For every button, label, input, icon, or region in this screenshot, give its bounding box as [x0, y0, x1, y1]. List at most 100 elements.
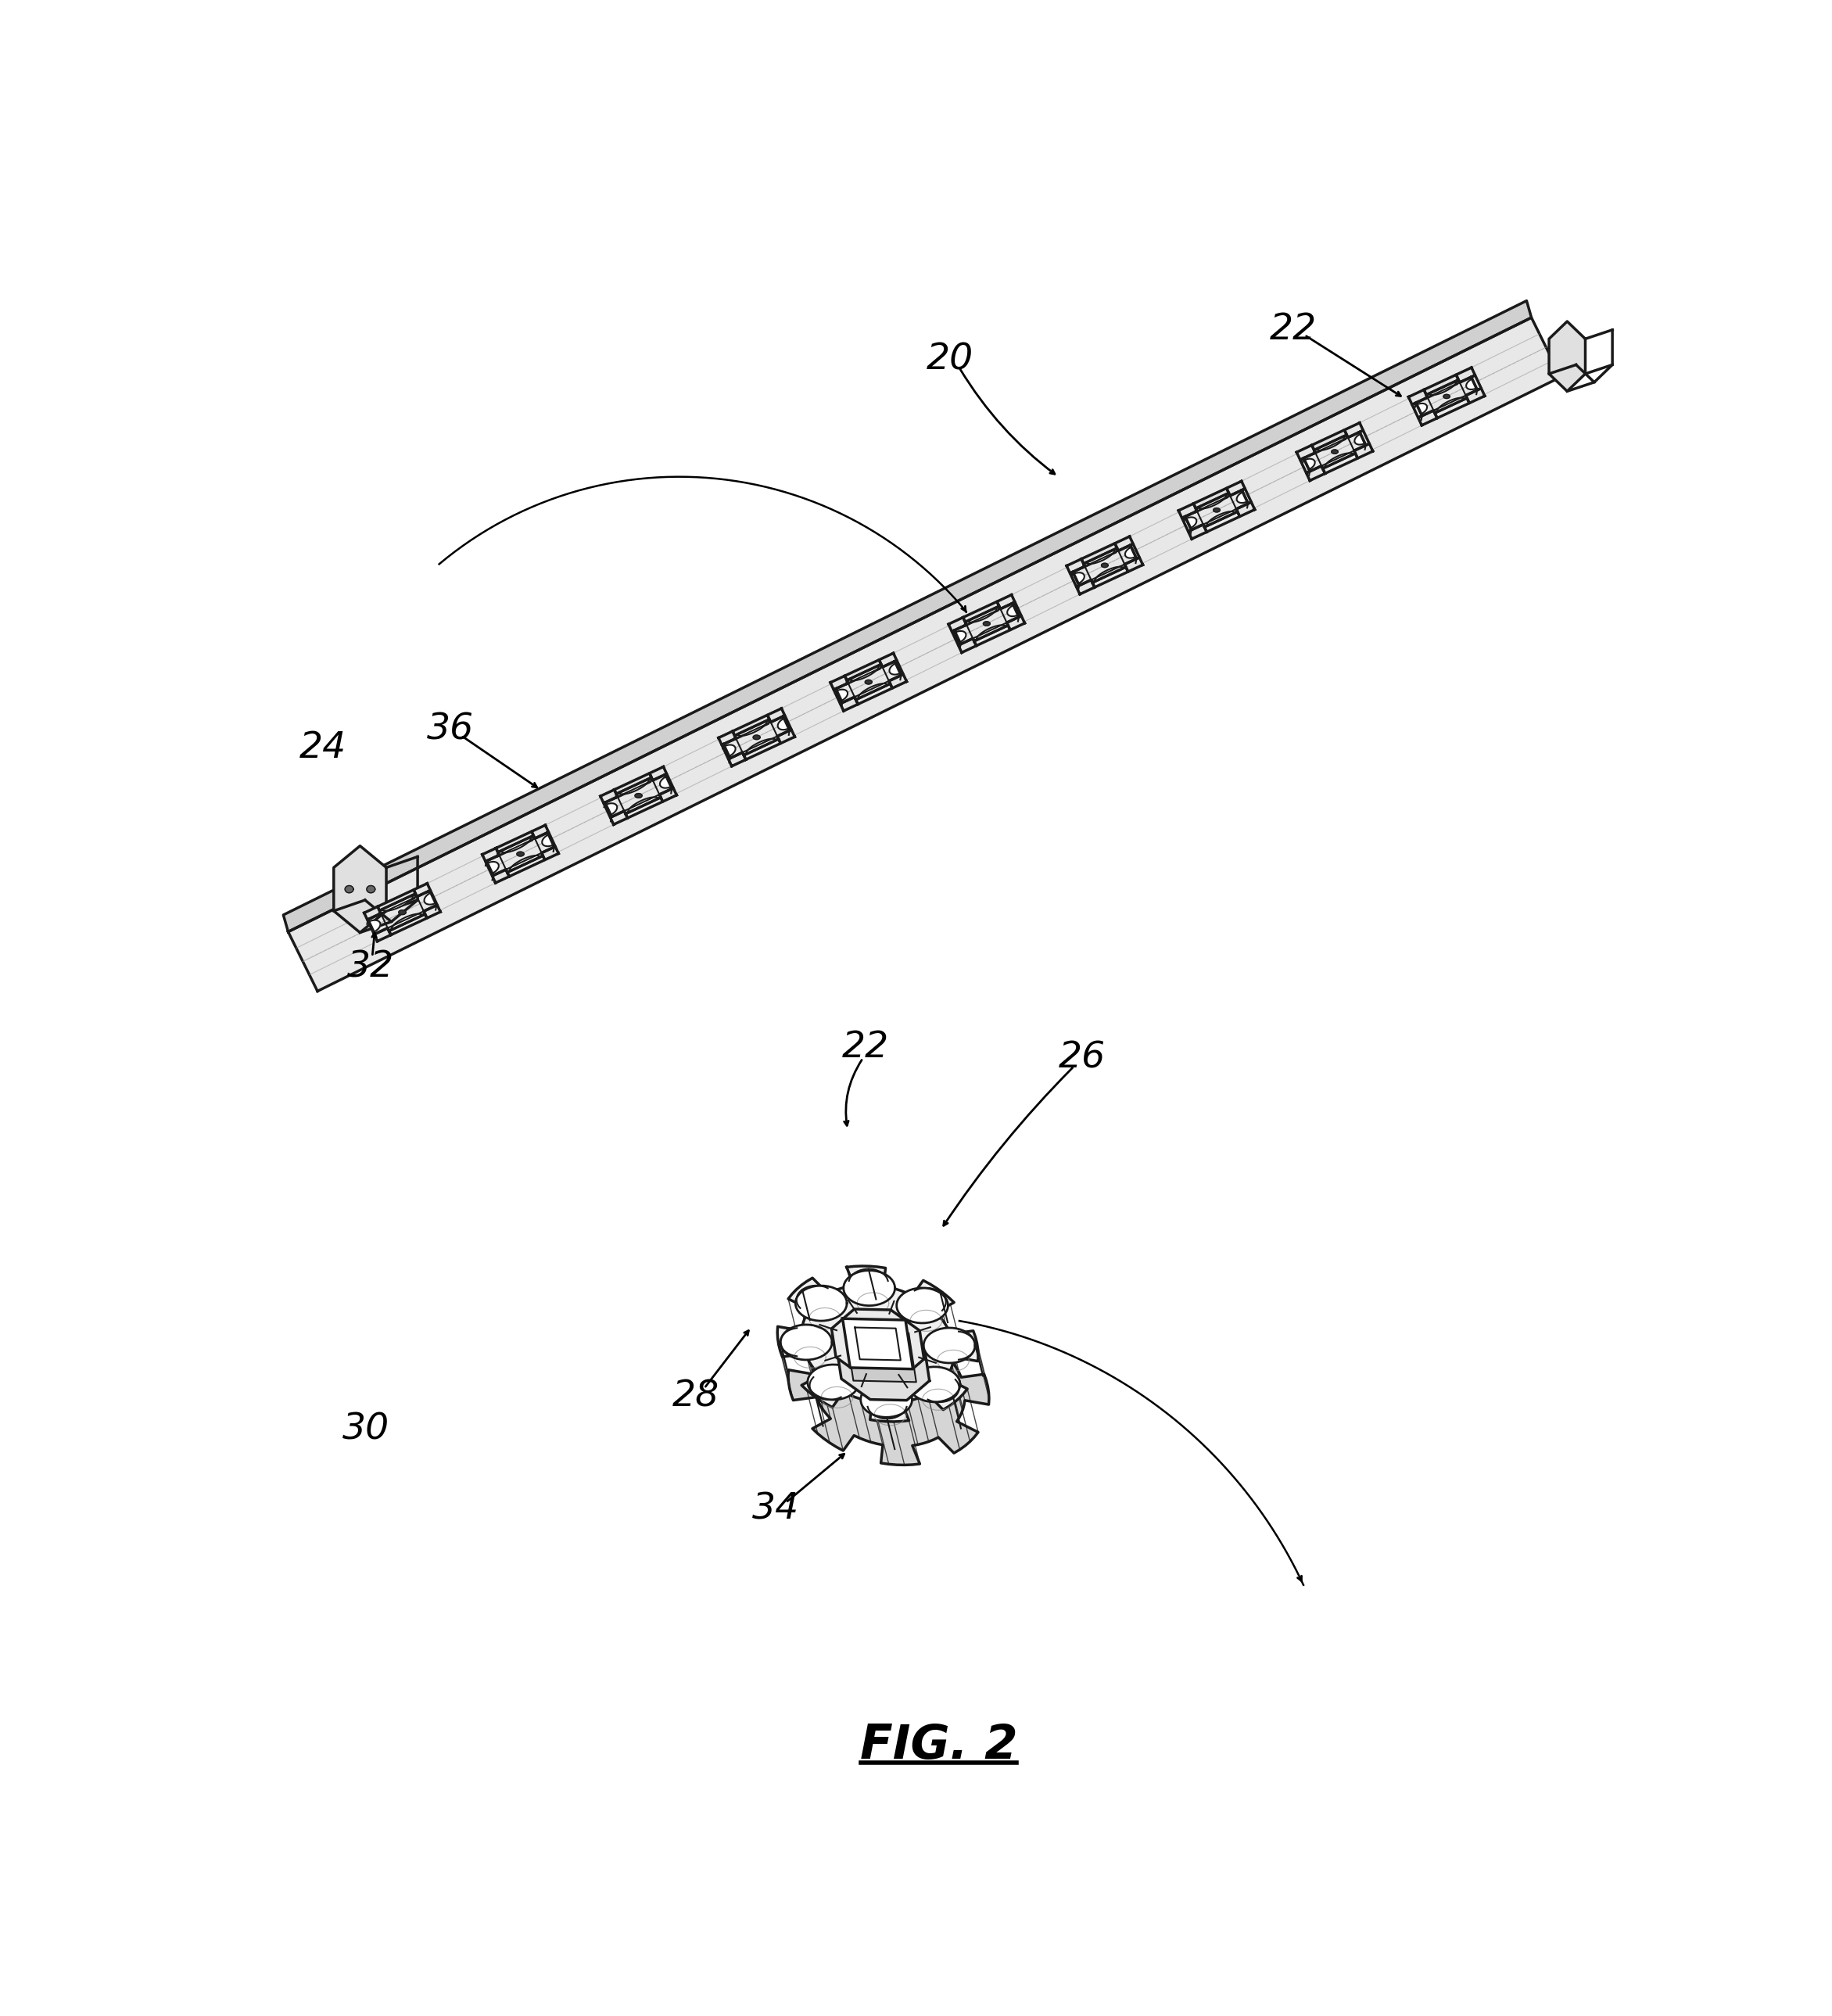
Polygon shape: [1013, 603, 1020, 617]
Polygon shape: [1354, 433, 1365, 446]
Text: 22: 22: [1270, 312, 1317, 347]
Polygon shape: [333, 847, 387, 933]
Polygon shape: [1466, 389, 1484, 403]
Polygon shape: [777, 730, 795, 744]
Text: 24: 24: [299, 730, 346, 766]
Polygon shape: [365, 907, 381, 919]
Polygon shape: [736, 720, 768, 736]
Polygon shape: [517, 851, 524, 857]
Polygon shape: [496, 837, 533, 857]
Polygon shape: [1130, 544, 1140, 558]
Polygon shape: [660, 788, 676, 802]
Polygon shape: [1466, 379, 1477, 389]
Polygon shape: [399, 909, 407, 915]
Text: 22: 22: [843, 1030, 889, 1064]
Polygon shape: [768, 708, 784, 722]
Polygon shape: [1354, 444, 1372, 458]
Polygon shape: [493, 869, 509, 883]
Polygon shape: [388, 913, 427, 935]
Polygon shape: [344, 885, 354, 893]
Polygon shape: [733, 716, 769, 736]
Polygon shape: [1125, 556, 1143, 573]
Polygon shape: [414, 883, 431, 897]
Polygon shape: [889, 673, 907, 687]
Text: 26: 26: [1059, 1040, 1107, 1075]
Polygon shape: [383, 895, 412, 911]
Polygon shape: [1345, 423, 1363, 437]
Polygon shape: [531, 825, 548, 839]
Polygon shape: [718, 732, 736, 746]
Polygon shape: [628, 796, 658, 812]
Polygon shape: [1306, 466, 1325, 480]
Polygon shape: [1198, 494, 1226, 508]
Polygon shape: [975, 625, 1009, 645]
Polygon shape: [857, 683, 887, 698]
Polygon shape: [837, 689, 848, 702]
Polygon shape: [846, 1333, 916, 1383]
Polygon shape: [1312, 429, 1347, 450]
Polygon shape: [843, 1318, 912, 1369]
Polygon shape: [392, 913, 423, 929]
Text: 34: 34: [751, 1492, 799, 1526]
Polygon shape: [1425, 379, 1458, 399]
Polygon shape: [425, 893, 436, 905]
Polygon shape: [850, 665, 879, 681]
Polygon shape: [808, 1365, 859, 1399]
Polygon shape: [964, 607, 998, 627]
Polygon shape: [1074, 573, 1085, 583]
Polygon shape: [846, 665, 881, 685]
Polygon shape: [856, 1327, 901, 1361]
Polygon shape: [288, 319, 1561, 992]
Polygon shape: [1416, 403, 1427, 413]
Polygon shape: [1323, 454, 1358, 474]
Polygon shape: [485, 861, 493, 875]
Polygon shape: [542, 835, 553, 847]
Text: 20: 20: [927, 343, 973, 377]
Polygon shape: [909, 1367, 960, 1401]
Polygon shape: [843, 1270, 896, 1306]
Polygon shape: [1189, 524, 1207, 538]
Polygon shape: [1204, 512, 1240, 532]
Polygon shape: [954, 631, 965, 643]
Polygon shape: [548, 833, 555, 847]
Polygon shape: [964, 601, 998, 623]
Polygon shape: [1178, 504, 1196, 518]
Polygon shape: [779, 718, 790, 730]
Polygon shape: [1317, 435, 1345, 450]
Polygon shape: [788, 1308, 989, 1466]
Polygon shape: [834, 689, 843, 704]
Polygon shape: [1008, 615, 1024, 629]
Polygon shape: [1226, 482, 1246, 496]
Polygon shape: [777, 1266, 978, 1421]
Text: 30: 30: [343, 1411, 390, 1447]
Polygon shape: [729, 752, 746, 766]
Polygon shape: [1101, 562, 1108, 566]
Polygon shape: [889, 663, 900, 675]
Polygon shape: [1359, 429, 1369, 446]
Polygon shape: [746, 738, 777, 754]
Polygon shape: [1237, 502, 1255, 516]
Polygon shape: [1194, 494, 1229, 512]
Polygon shape: [601, 790, 617, 802]
Polygon shape: [625, 798, 663, 818]
Polygon shape: [1182, 516, 1191, 532]
Text: 28: 28: [672, 1379, 720, 1415]
Polygon shape: [1077, 581, 1094, 595]
Polygon shape: [660, 776, 671, 788]
Polygon shape: [650, 766, 667, 780]
Polygon shape: [1550, 321, 1585, 391]
Polygon shape: [1242, 488, 1251, 504]
Polygon shape: [487, 861, 498, 873]
Polygon shape: [605, 802, 612, 816]
Polygon shape: [782, 716, 791, 730]
Polygon shape: [1185, 518, 1196, 528]
Polygon shape: [923, 1329, 975, 1363]
Polygon shape: [894, 661, 903, 675]
Polygon shape: [1429, 381, 1456, 395]
Polygon shape: [379, 893, 416, 915]
Polygon shape: [431, 891, 438, 905]
Polygon shape: [958, 639, 976, 653]
Polygon shape: [837, 1331, 929, 1401]
Polygon shape: [614, 774, 652, 794]
Text: 36: 36: [427, 712, 474, 748]
